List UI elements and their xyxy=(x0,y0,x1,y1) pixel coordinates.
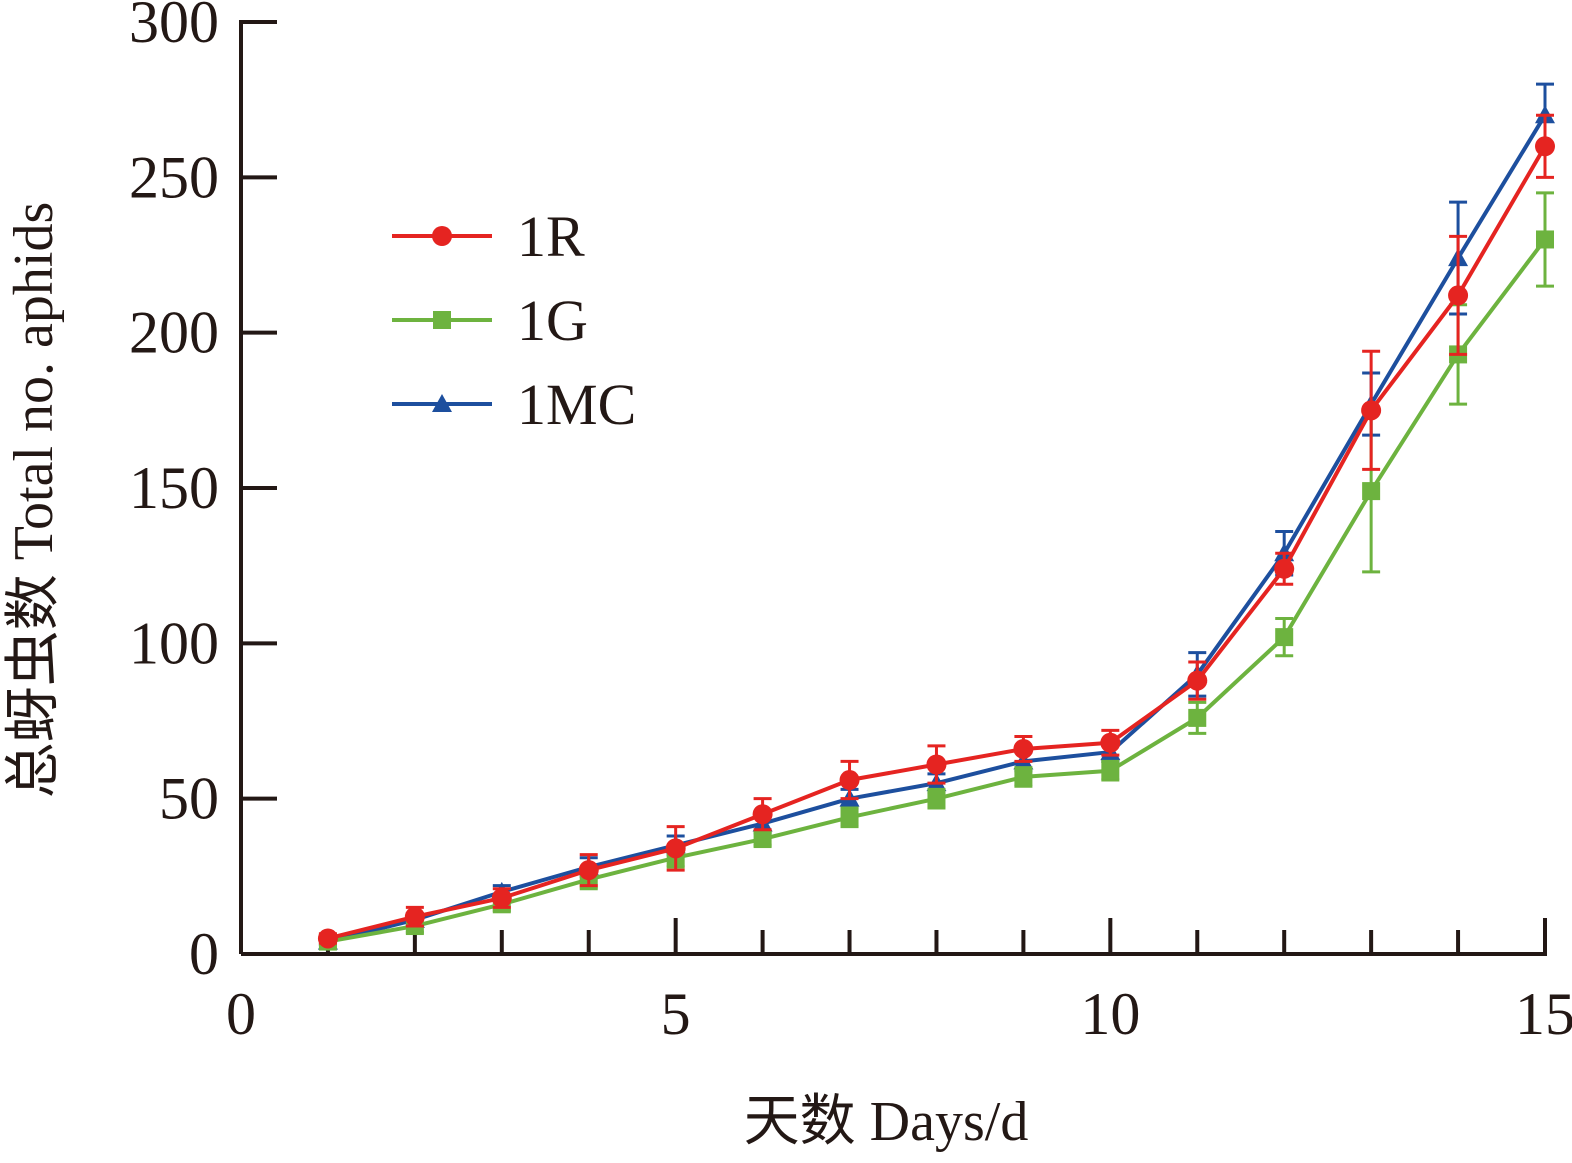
data-point-1r xyxy=(1361,400,1382,421)
series-1g xyxy=(318,191,1554,951)
data-point-1g xyxy=(1536,230,1554,249)
y-tick-label: 50 xyxy=(159,766,219,832)
axes: 0 50 100 150 200 250 300 0 5 10 15 xyxy=(129,0,1572,1047)
legend-label-1g: 1G xyxy=(517,288,588,353)
data-point-1r xyxy=(926,754,947,775)
data-point-1g xyxy=(1101,761,1120,780)
legend-item-1mc: 1MC xyxy=(392,372,636,437)
data-point-1r xyxy=(1274,558,1295,579)
x-tick-label: 5 xyxy=(661,981,691,1047)
legend-label-1mc: 1MC xyxy=(517,372,636,437)
data-point-1r xyxy=(317,928,338,949)
legend-item-1g: 1G xyxy=(392,288,588,353)
data-point-1g xyxy=(927,789,946,808)
y-tick-label: 100 xyxy=(129,610,219,676)
y-tick-label: 250 xyxy=(129,144,219,210)
data-point-1g xyxy=(1188,708,1207,727)
data-point-1r xyxy=(839,770,860,791)
data-point-1r xyxy=(1535,136,1555,157)
y-axis-title: 总蚜虫数 Total no. aphids xyxy=(3,202,65,798)
series-layer xyxy=(317,82,1555,951)
data-point-1g xyxy=(753,830,772,849)
x-axis-title: 天数 Days/d xyxy=(744,1091,1029,1153)
legend-item-1r: 1R xyxy=(392,204,585,269)
data-point-1r xyxy=(404,906,425,927)
data-point-1g xyxy=(840,808,859,827)
series-1mc xyxy=(317,82,1555,950)
legend: 1R 1G 1MC xyxy=(392,204,636,437)
legend-marker-1mc xyxy=(432,394,452,412)
data-point-1r xyxy=(1187,670,1208,691)
data-point-1r xyxy=(491,888,512,909)
x-tick-label: 0 xyxy=(226,981,256,1047)
y-tick-label: 0 xyxy=(189,921,219,987)
x-tick-label: 10 xyxy=(1080,981,1140,1047)
data-point-1r xyxy=(1013,738,1034,759)
y-tick-label: 150 xyxy=(129,455,219,521)
data-point-1g xyxy=(1014,767,1033,786)
data-point-1r xyxy=(665,838,686,859)
data-point-1r xyxy=(752,804,773,825)
legend-label-1r: 1R xyxy=(517,204,585,269)
series-line-1g xyxy=(327,238,1547,944)
data-point-1r xyxy=(1100,732,1121,753)
legend-marker-1g xyxy=(433,311,451,329)
x-tick-label: 15 xyxy=(1515,981,1572,1047)
y-tick-label: 200 xyxy=(129,300,219,366)
legend-marker-1r xyxy=(432,226,452,246)
data-point-1r xyxy=(578,860,599,881)
y-tick-label: 300 xyxy=(129,0,219,55)
series-line-1r xyxy=(327,145,1547,941)
data-point-1g xyxy=(1362,482,1381,501)
series-1r xyxy=(317,113,1555,949)
series-line-1mc xyxy=(327,114,1547,944)
data-point-1r xyxy=(1448,285,1469,306)
data-point-1g xyxy=(1275,628,1294,647)
